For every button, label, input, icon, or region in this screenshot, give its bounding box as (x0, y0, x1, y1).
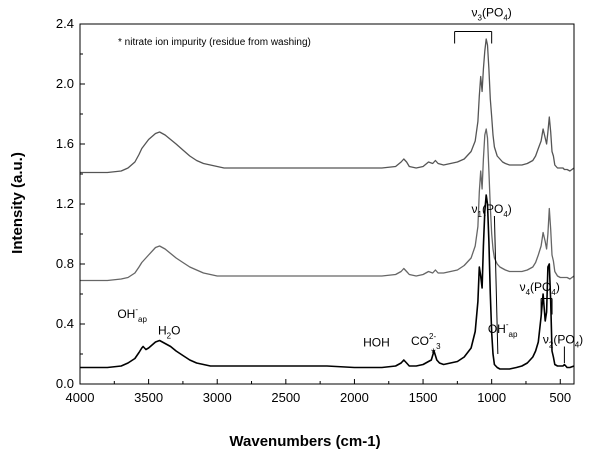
y-tick-label: 0.0 (56, 376, 74, 391)
annotation-hoh: HOH (363, 336, 390, 350)
annotation-layer: OH-ap H2O HOH CO2-3* ν3(PO4) ν1(PO4) OH-ap ν4(P… (117, 6, 583, 361)
bracket-layer (454, 31, 565, 363)
annotation-nu3: ν3(PO4) (472, 6, 512, 23)
annotation-nitrate-star: * (431, 346, 436, 360)
nu1-leader (493, 215, 499, 355)
x-tick-label: 3500 (134, 390, 163, 405)
y-tick-label: 0.8 (56, 256, 74, 271)
y-axis-title: Intensity (a.u.) (9, 152, 26, 254)
x-axis-title: Wavenumbers (cm-1) (229, 433, 380, 450)
nitrate-note: * nitrate ion impurity (residue from was… (118, 37, 311, 48)
y-tick-label: 2.4 (56, 16, 74, 31)
x-tick-label: 2000 (340, 390, 369, 405)
series-layer (80, 38, 575, 370)
x-tick-label: 1000 (477, 390, 506, 405)
x-tick-label: 3000 (203, 390, 232, 405)
annotation-nu1: ν1(PO4) (472, 202, 512, 219)
x-tick-label: 2500 (271, 390, 300, 405)
annotation-h2o: H2O (158, 324, 180, 341)
annotation-nu4: ν4(PO4) (520, 280, 560, 297)
series-line-2 (80, 128, 575, 282)
y-tick-label: 2.0 (56, 76, 74, 91)
series-line-3 (80, 194, 575, 370)
annotation-oh-ap-right: OH-ap (488, 320, 518, 339)
axes-layer: 4000 3500 3000 2500 2000 1500 1000 500 0.0 0.4 0.8… (56, 16, 575, 405)
x-tick-label: 4000 (66, 390, 95, 405)
x-tick-label: 500 (549, 390, 571, 405)
y-tick-label: 1.2 (56, 196, 74, 211)
annotation-oh-ap-left: OH-ap (117, 305, 147, 324)
y-tick-label: 0.4 (56, 316, 74, 331)
x-tick-label: 1500 (409, 390, 438, 405)
annotation-nu2: ν2(PO4) (543, 333, 583, 350)
annotation-co3: CO2-3 (411, 332, 441, 351)
y-tick-label: 1.6 (56, 136, 74, 151)
series-line-1 (80, 38, 575, 174)
